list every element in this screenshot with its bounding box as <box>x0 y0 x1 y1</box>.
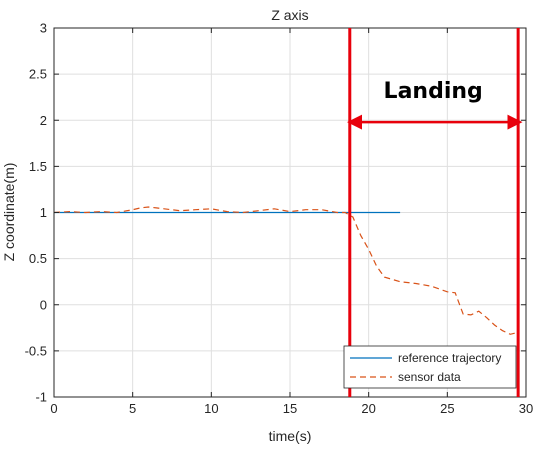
y-tick-label: 2 <box>40 113 47 128</box>
x-tick-label: 0 <box>50 401 57 416</box>
chart-title: Z axis <box>271 7 308 23</box>
y-tick-label: 0.5 <box>29 251 47 266</box>
y-tick-label: -0.5 <box>25 343 47 358</box>
series-line-sensor <box>53 206 519 335</box>
legend-label-sensor: sensor data <box>398 370 461 384</box>
y-tick-label: 3 <box>40 21 47 36</box>
x-tick-label: 15 <box>283 401 297 416</box>
x-tick-label: 30 <box>519 401 533 416</box>
y-tick-label: 2.5 <box>29 67 47 82</box>
x-tick-label: 5 <box>129 401 136 416</box>
ticks: 0 5 10 15 20 25 30 -1 -0.5 0 0.5 1 1.5 2 2.5 3 <box>25 21 534 417</box>
annotations: Landing <box>347 28 523 397</box>
y-tick-label: -1 <box>35 390 47 405</box>
legend-label-reference: reference trajectory <box>398 351 501 365</box>
x-tick-label: 20 <box>361 401 375 416</box>
x-axis-title: time(s) <box>269 428 312 444</box>
y-tick-label: 1.5 <box>29 159 47 174</box>
x-tick-label: 10 <box>204 401 218 416</box>
legend-box <box>343 345 517 389</box>
y-axis-title: Z coordinate(m) <box>1 163 17 262</box>
legend: reference trajectory sensor data <box>343 345 517 389</box>
y-tick-label: 1 <box>40 205 47 220</box>
x-tick-label: 25 <box>440 401 454 416</box>
landing-label: Landing <box>384 79 483 104</box>
y-tick-label: 0 <box>40 297 47 312</box>
series <box>53 206 519 335</box>
